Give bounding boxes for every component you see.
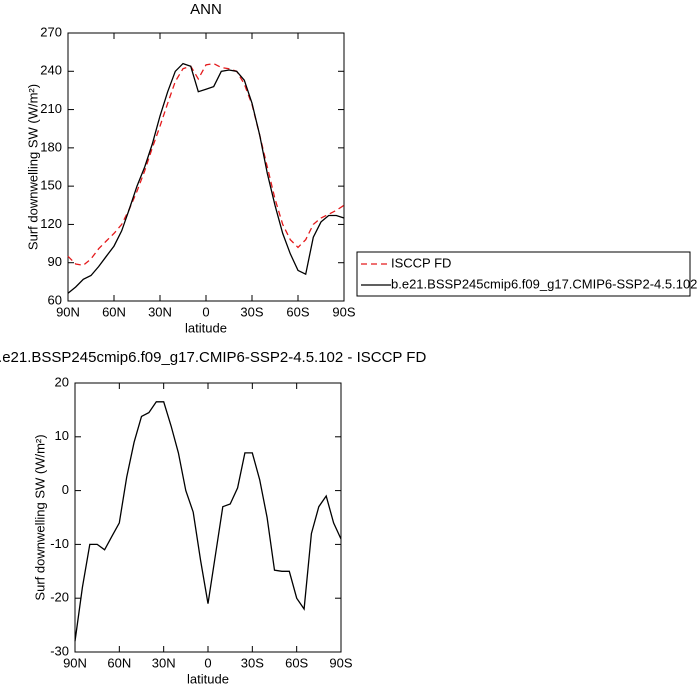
x-tick-label: 60N	[102, 304, 126, 319]
y-tick-label: -30	[50, 643, 69, 658]
chart-title: ANN	[190, 1, 222, 18]
data-line	[67, 62, 345, 294]
y-tick-label: -10	[50, 536, 69, 551]
x-tick-label: 30N	[148, 304, 172, 319]
x-tick-label: 60N	[107, 655, 131, 670]
legend-label: b.e21.BSSP245cmip6.f09_g17.CMIP6-SSP2-4.…	[391, 276, 697, 291]
y-tick-label: 10	[55, 428, 69, 443]
x-axis-label: latitude	[187, 671, 229, 686]
y-tick-label: 60	[48, 292, 62, 307]
y-tick-label: 120	[40, 216, 62, 231]
legend: ISCCP FD b.e21.BSSP245cmip6.f09_g17.CMIP6…	[356, 251, 697, 297]
x-tick-label: 60S	[286, 304, 309, 319]
x-tick-label: 0	[202, 304, 209, 319]
y-tick-label: -20	[50, 590, 69, 605]
chart-title: b.e21.BSSP245cmip6.f09_g17.CMIP6-SSP2-4.…	[0, 349, 426, 366]
legend-label: ISCCP FD	[391, 255, 451, 270]
y-tick-label: 20	[55, 374, 69, 389]
x-tick-label: 90N	[63, 655, 87, 670]
x-tick-label: 30N	[152, 655, 176, 670]
x-tick-label: 90N	[56, 304, 80, 319]
x-tick-label: 90S	[332, 304, 355, 319]
legend-box	[356, 251, 691, 297]
y-tick-label: 150	[40, 178, 62, 193]
x-tick-label: 30S	[240, 304, 263, 319]
y-tick-label: 210	[40, 101, 62, 116]
y-axis-label: Surf downwelling SW (W/m²)	[32, 434, 47, 600]
y-tick-label: 270	[40, 24, 62, 39]
x-tick-label: 90S	[329, 655, 352, 670]
y-tick-label: 0	[62, 482, 69, 497]
x-tick-label: 60S	[285, 655, 308, 670]
x-tick-label: 0	[204, 655, 211, 670]
x-tick-label: 30S	[241, 655, 264, 670]
y-axis-label: Surf downwelling SW (W/m²)	[25, 84, 40, 250]
y-tick-label: 180	[40, 139, 62, 154]
y-tick-label: 240	[40, 63, 62, 78]
data-line	[67, 62, 345, 266]
y-tick-label: 90	[48, 254, 62, 269]
plot-frame	[74, 382, 342, 653]
x-axis-label: latitude	[185, 320, 227, 335]
plot-frame	[67, 32, 345, 302]
data-line	[74, 401, 342, 642]
